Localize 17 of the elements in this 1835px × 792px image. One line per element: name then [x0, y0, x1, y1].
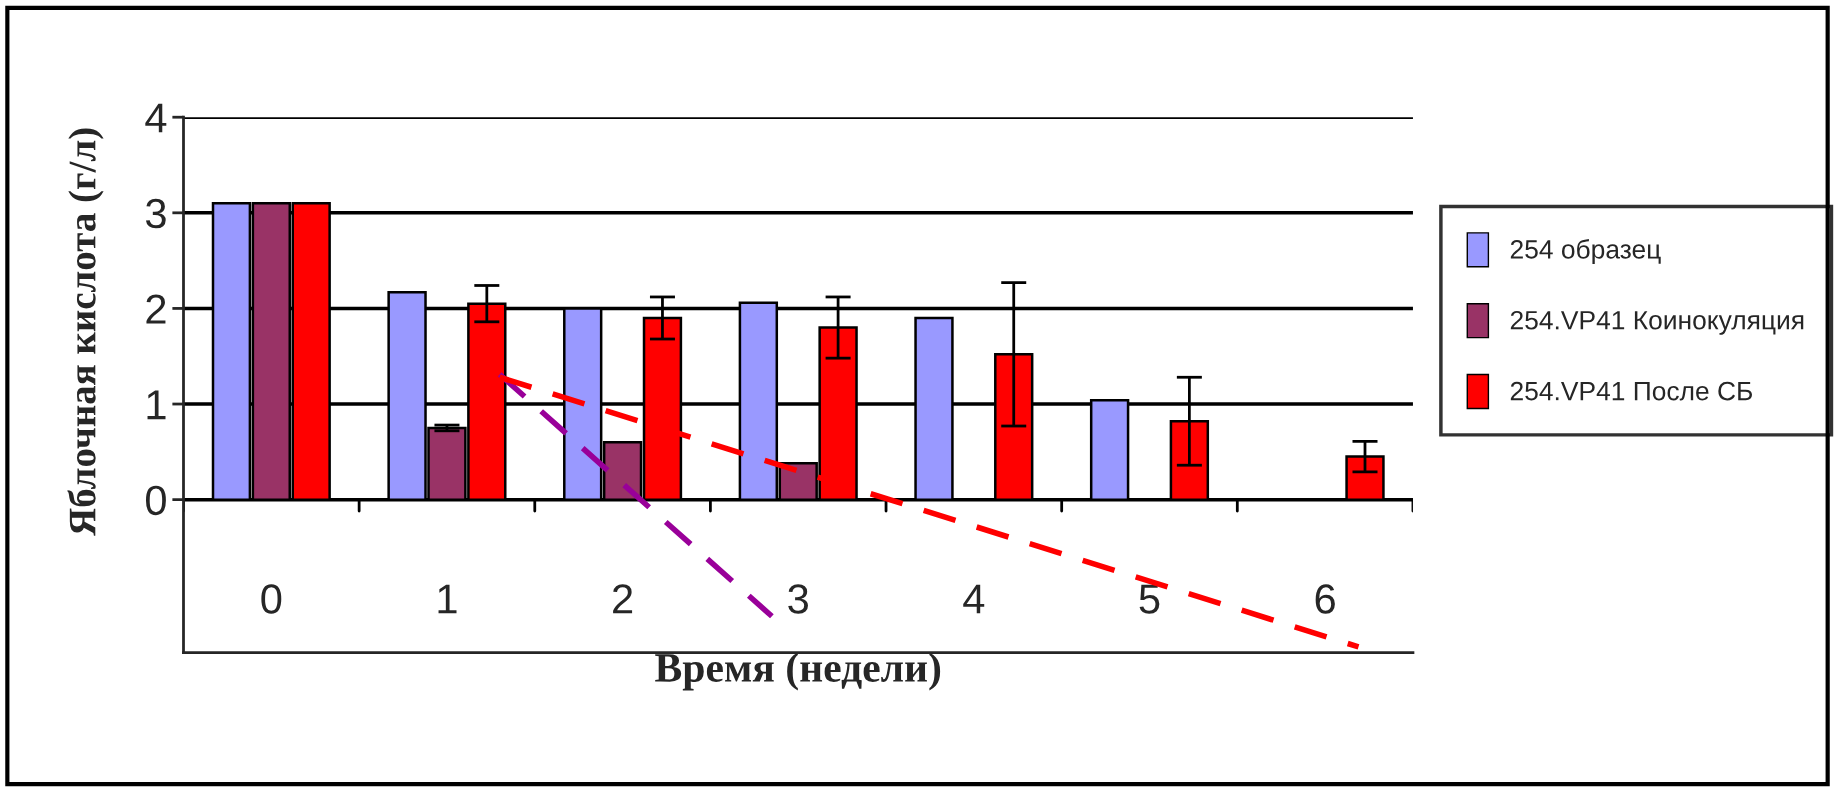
y-tick-label: 2 — [146, 294, 166, 324]
x-tick-label: 0 — [261, 584, 282, 614]
legend-label: 254.VP41 После СБ — [1510, 381, 1753, 401]
x-tick-label: 2 — [613, 584, 633, 614]
x-tick-label: 4 — [963, 584, 985, 614]
y-tick-label: 0 — [145, 485, 166, 516]
legend-label: 254 образец — [1510, 239, 1661, 264]
y-tick-label: 3 — [145, 198, 166, 229]
x-tick-label: 3 — [788, 584, 808, 614]
y-tick-label: 4 — [145, 103, 167, 133]
x-tick-label: 1 — [438, 584, 457, 614]
legend-label: 254.VP41 Коинокуляция — [1510, 310, 1804, 335]
x-tick-label: 5 — [1139, 584, 1160, 614]
x-tick-label: 6 — [1315, 584, 1335, 614]
x-axis-title: Время (недели) — [655, 652, 941, 691]
y-axis-title: Яблочная кислота (г/л) — [67, 128, 104, 536]
y-tick-label: 1 — [147, 390, 166, 420]
